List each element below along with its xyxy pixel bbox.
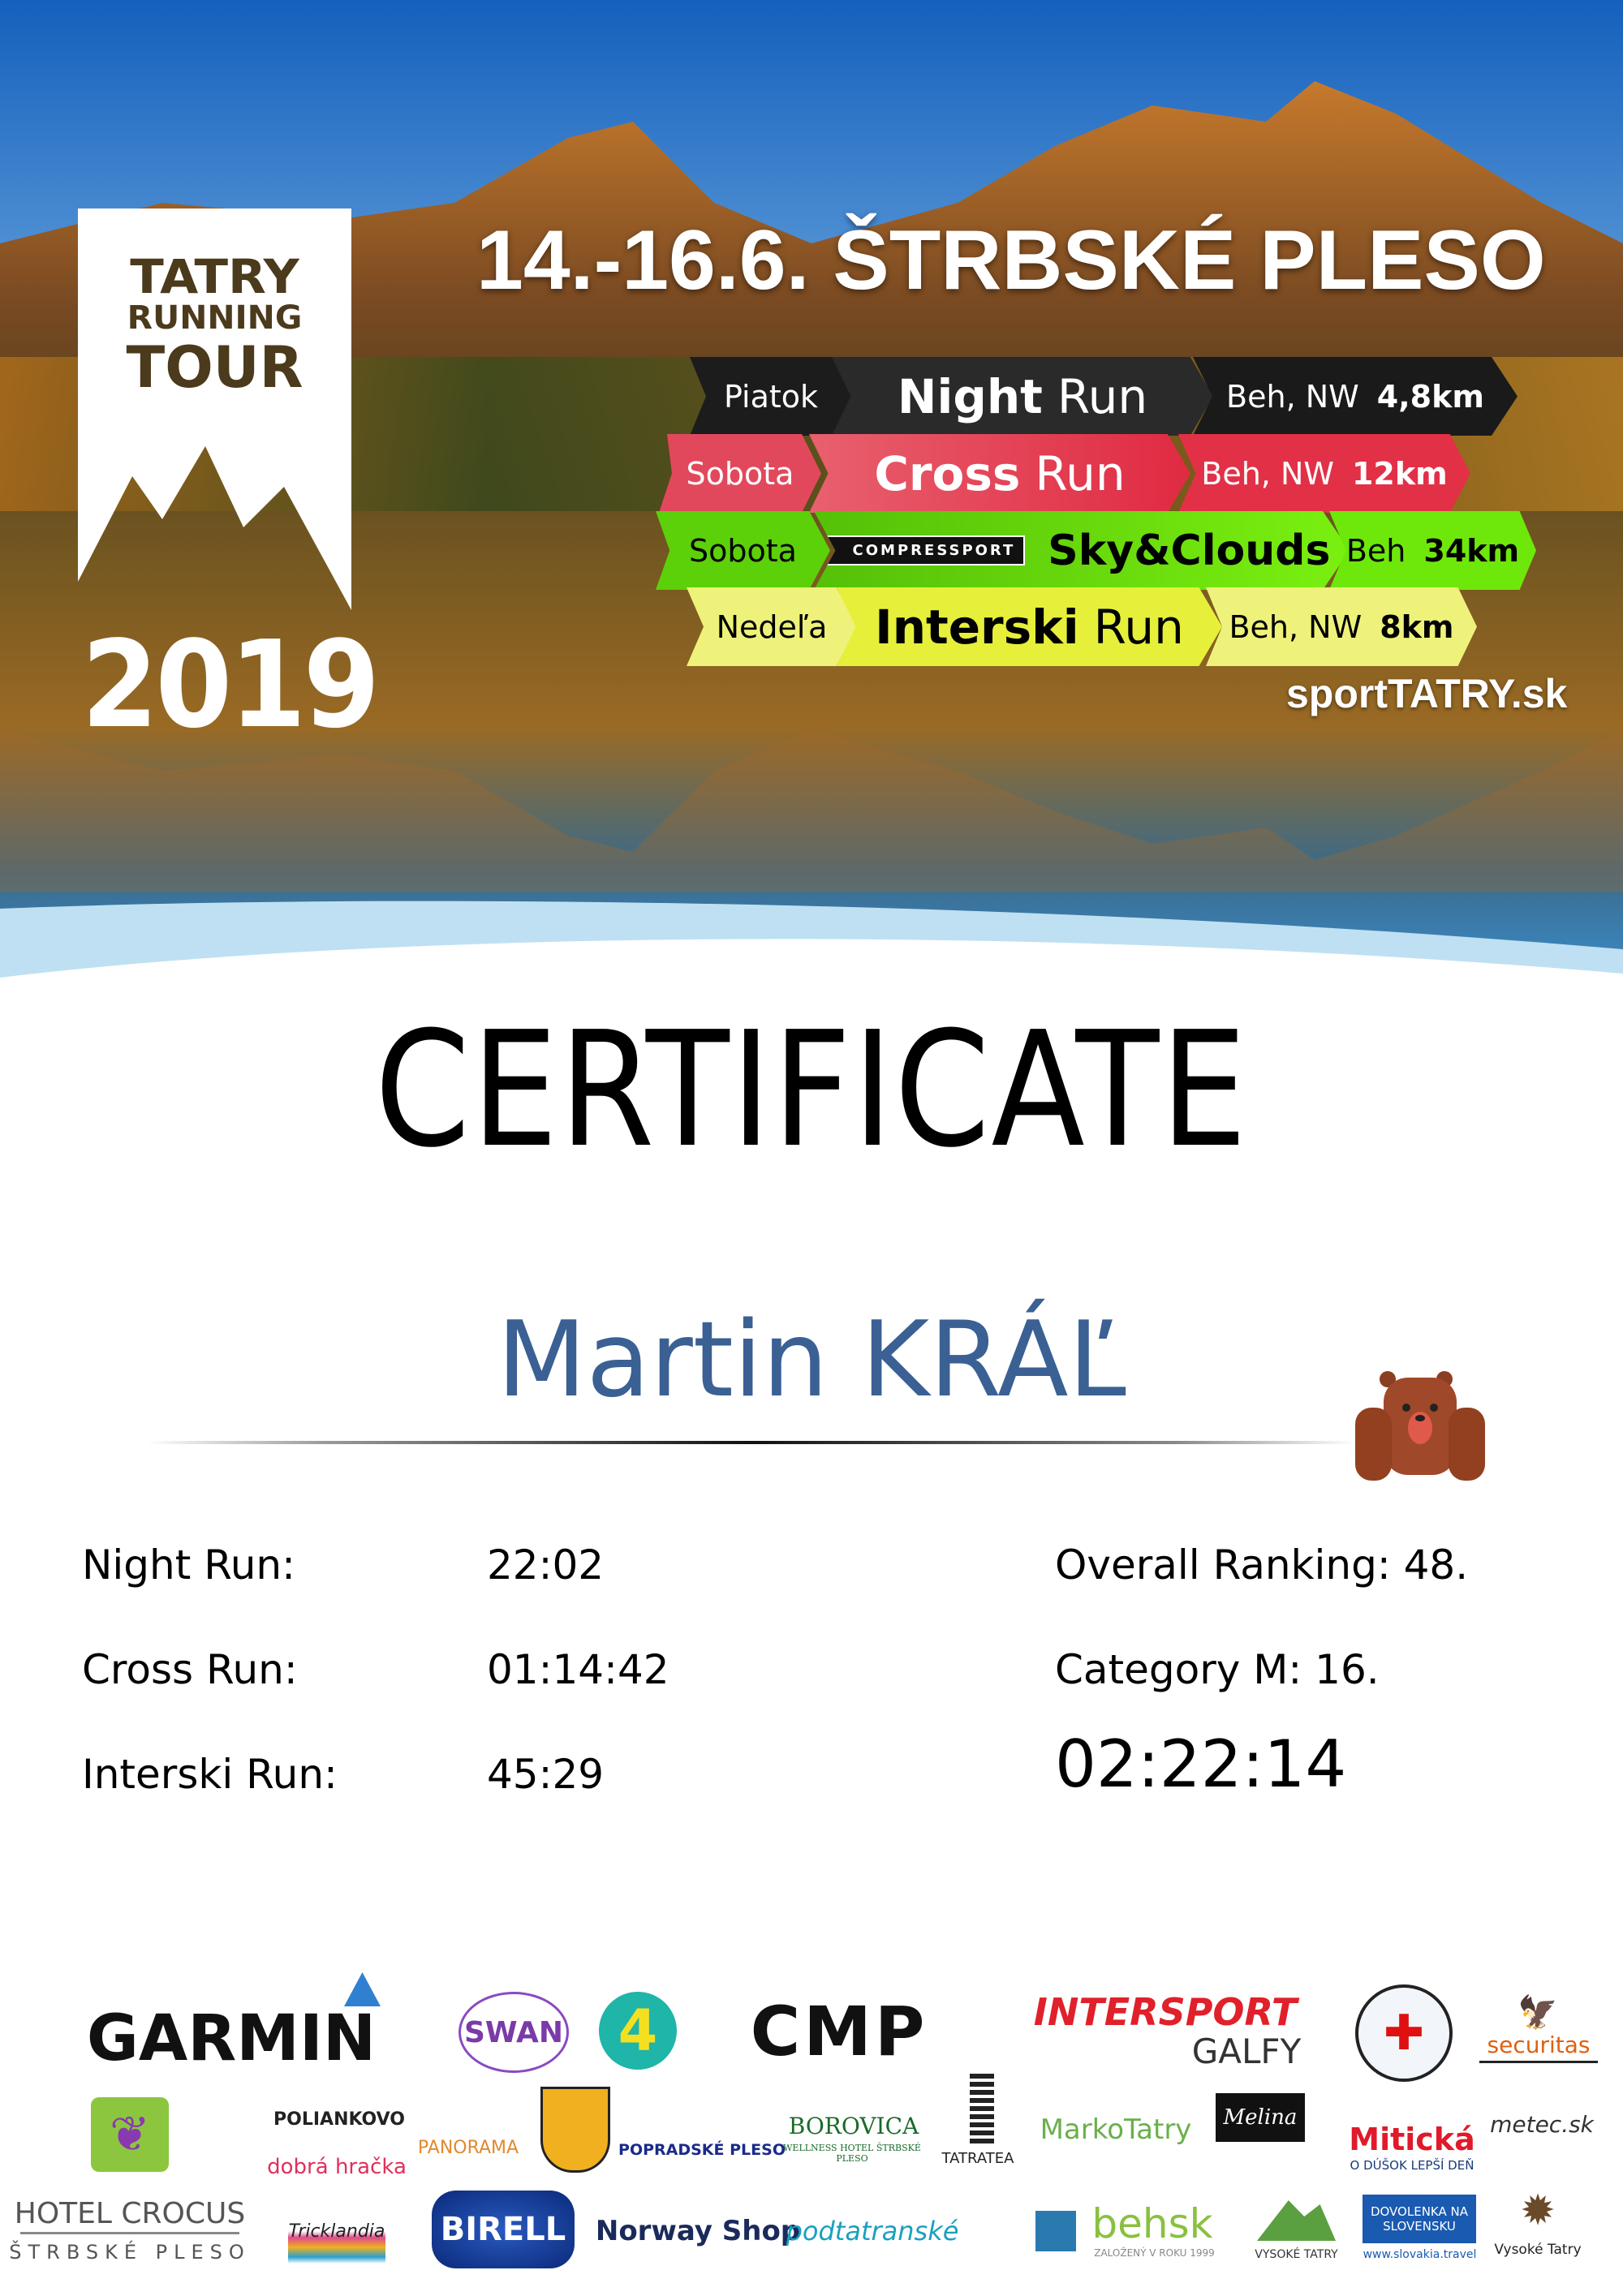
crocus-subtitle: ŠTRBSKÉ PLESO: [9, 2241, 251, 2264]
sponsor-norway-shop: Norway Shop: [595, 2215, 801, 2247]
result-label-interski-run: Interski Run:: [82, 1751, 338, 1798]
race-band-sky-clouds: Sobota COMPRESSPORT Sky&Clouds Beh 34km: [656, 511, 1536, 590]
result-label-cross-run: Cross Run:: [82, 1646, 298, 1693]
sponsor-garmin: GARMIN: [86, 2002, 377, 2075]
race-distance: Beh, NW 12km: [1178, 434, 1470, 513]
race-name-bold: Cross: [874, 445, 1021, 501]
sponsor-birell: BIRELL: [432, 2191, 575, 2268]
sponsor-podtatranske: podtatranské: [786, 2216, 959, 2247]
tatratea-pattern: [970, 2070, 994, 2143]
sponsor-vysoke-tatry: VYSOKÉ TATRY: [1255, 2248, 1338, 2261]
race-day: Sobota: [656, 511, 830, 590]
sponsor-marko-tatry: MarkoTatry: [1040, 2113, 1192, 2146]
race-distance: Beh, NW 4,8km: [1193, 357, 1518, 436]
race-name-bold: Interski: [875, 599, 1079, 655]
sponsor-miticka: Mitická: [1349, 2122, 1475, 2157]
vysoke-tatry-mountain-icon: [1257, 2200, 1336, 2241]
sponsor-tricklandia: Tricklandia: [288, 2199, 385, 2264]
certificate-heading: CERTIFICATE: [374, 998, 1249, 1183]
race-type: Beh, NW: [1229, 608, 1363, 645]
miticka-subtitle: O DÚŠOK LEPŠÍ DEŇ: [1350, 2158, 1474, 2173]
sponsor-poliankovo: POLIANKOVO: [273, 2109, 405, 2130]
race-day: Sobota: [659, 434, 821, 513]
race-name: COMPRESSPORT Sky&Clouds: [814, 511, 1350, 590]
result-time-cross-run: 01:14:42: [487, 1646, 669, 1693]
sponsor-tatratea: TATRATEA: [941, 2149, 1014, 2167]
bear-icon: [1355, 1371, 1485, 1481]
logo-year: 2019: [81, 615, 380, 755]
sponsor-borovica: BOROVICA: [788, 2112, 919, 2139]
race-distance: Beh 34km: [1329, 511, 1536, 590]
race-name: Night Run: [832, 357, 1213, 436]
race-type: Beh, NW: [1201, 455, 1334, 492]
horsky-hotel-shield: [540, 2087, 610, 2173]
sponsor-melina: Melina: [1216, 2093, 1305, 2142]
participant-name: Martin KRÁĽ: [497, 1300, 1126, 1421]
compressport-logo: COMPRESSPORT: [818, 535, 1026, 565]
dovolenka-url: www.slovakia.travel: [1363, 2248, 1477, 2261]
garmin-triangle-icon: [344, 1972, 381, 2006]
race-band-interski-run: Nedeľa Interski Run Beh, NW 8km: [687, 587, 1477, 666]
behsk-subtitle: ZALOŽENÝ V ROKU 1999: [1094, 2247, 1215, 2259]
race-day: Piatok: [690, 357, 852, 436]
race-name: Interski Run: [837, 587, 1222, 666]
race-km: 12km: [1351, 455, 1448, 492]
race-name-light: Run: [1035, 445, 1126, 501]
website-label: sportTATRY.sk: [1286, 671, 1568, 716]
behsk-runner-icon: [1035, 2211, 1076, 2251]
result-time-night-run: 22:02: [487, 1541, 605, 1589]
sponsor-dobra-hracka: dobrá hračka: [267, 2155, 407, 2179]
event-date-location: 14.-16.6. ŠTRBSKÉ PLESO: [476, 213, 1546, 307]
sponsor-panorama: PANORAMA: [417, 2138, 519, 2158]
sponsor-intersport: INTERSPORT: [1033, 1990, 1298, 2034]
result-time-interski-run: 45:29: [487, 1751, 605, 1798]
race-km: 34km: [1423, 532, 1520, 569]
race-name-light: Run: [1093, 599, 1184, 655]
sponsor-hotel-crocus: HOTEL CROCUS: [15, 2195, 245, 2234]
race-name: Cross Run: [809, 434, 1190, 513]
result-label-night-run: Night Run:: [82, 1541, 295, 1589]
overall-ranking: Overall Ranking: 48.: [1055, 1541, 1469, 1589]
logo-tour: TOUR: [126, 334, 304, 401]
tanap-mountain-rescue-emblem: ✚: [1355, 1984, 1453, 2082]
borovica-subtitle: WELLNESS HOTEL ŠTRBSKÉ PLESO: [783, 2143, 921, 2164]
logo-running: RUNNING: [127, 299, 303, 337]
sponsor-region-vysoke-tatry: Vysoké Tatry: [1494, 2242, 1582, 2258]
race-day: Nedeľa: [687, 587, 857, 666]
total-time: 02:22:14: [1055, 1726, 1347, 1802]
race-type: Beh: [1345, 532, 1406, 569]
logo-tatry: TATRY: [130, 249, 299, 304]
eagle-icon: 🦅: [1518, 1993, 1558, 2032]
race-band-cross-run: Sobota Cross Run Beh, NW 12km: [659, 434, 1470, 513]
sponsor-galfy: GALFY: [1191, 2031, 1302, 2071]
name-underline: [146, 1441, 1355, 1444]
sponsor-popradske-pleso: POPRADSKÉ PLESO: [618, 2141, 786, 2159]
sponsor-metec: metec.sk: [1490, 2110, 1594, 2138]
race-km: 4,8km: [1376, 378, 1484, 415]
race-band-night-run: Piatok Night Run Beh, NW 4,8km: [690, 357, 1518, 436]
race-name-bold: Sky&Clouds: [1048, 526, 1331, 575]
race-name-bold: Night: [897, 368, 1043, 424]
sponsor-4ka: 4: [599, 1992, 677, 2070]
sponsor-behsk: behsk: [1091, 2200, 1213, 2247]
sponsor-securitas: securitas: [1479, 2028, 1598, 2063]
crocus-flower-icon: ❦: [91, 2097, 169, 2172]
race-name-light: Run: [1057, 368, 1148, 424]
race-type: Beh, NW: [1226, 378, 1359, 415]
region-emblem-icon: ✹: [1520, 2186, 1556, 2235]
category-ranking: Category M: 16.: [1055, 1646, 1380, 1693]
sponsor-swan: SWAN: [458, 1992, 569, 2073]
sponsor-cmp: CMP: [750, 1992, 928, 2071]
race-distance: Beh, NW 8km: [1206, 587, 1477, 666]
mountain-lake-photo: [0, 0, 1623, 990]
sponsor-dovolenka: DOVOLENKA NA SLOVENSKU: [1363, 2195, 1476, 2243]
race-km: 8km: [1380, 608, 1454, 645]
